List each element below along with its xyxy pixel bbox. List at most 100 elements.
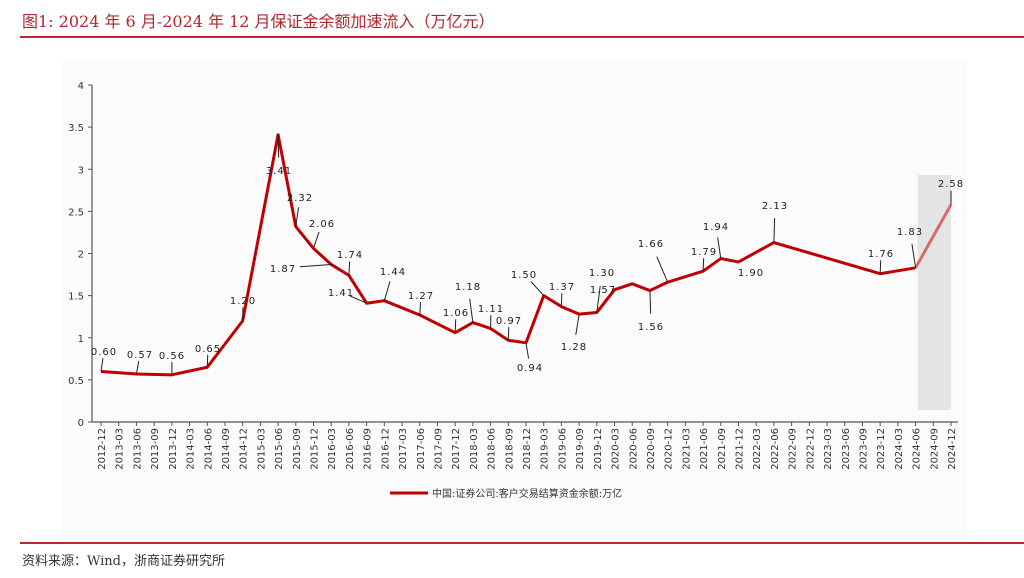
x-tick-label: 2018-06 <box>487 428 498 470</box>
plot-background <box>62 60 967 540</box>
x-tick-label: 2024-12 <box>947 428 958 470</box>
x-tick-label: 2022-03 <box>752 428 763 470</box>
data-label: 2.06 <box>309 219 335 230</box>
data-label: 1.28 <box>561 342 587 353</box>
data-label: 1.66 <box>638 239 664 250</box>
data-label: 1.74 <box>337 250 363 261</box>
x-tick-label: 2015-03 <box>256 428 267 470</box>
x-tick-label: 2023-03 <box>823 428 834 470</box>
x-tick-label: 2016-12 <box>380 428 391 470</box>
data-label: 1.06 <box>443 308 469 319</box>
x-tick-label: 2019-03 <box>540 428 551 470</box>
x-tick-label: 2022-09 <box>788 428 799 470</box>
data-label: 1.37 <box>549 282 575 293</box>
x-tick-label: 2018-12 <box>522 428 533 470</box>
data-label: 2.32 <box>287 193 313 204</box>
leader-line <box>773 218 776 243</box>
data-label: 1.11 <box>478 304 504 315</box>
data-label: 1.57 <box>590 285 616 296</box>
y-tick-label: 2.5 <box>68 207 84 218</box>
data-label: 0.94 <box>517 363 543 374</box>
leader-line <box>419 301 422 316</box>
x-tick-label: 2016-06 <box>345 428 356 470</box>
leader-line <box>575 314 580 335</box>
data-label: 1.76 <box>868 249 894 260</box>
x-tick-label: 2017-09 <box>433 428 444 470</box>
x-tick-label: 2013-06 <box>132 428 143 470</box>
data-label: 1.30 <box>589 268 615 279</box>
x-tick-label: 2021-12 <box>735 428 746 470</box>
y-tick-label: 3 <box>78 165 84 176</box>
leader-line <box>702 258 705 272</box>
data-label: 1.94 <box>703 222 729 233</box>
data-label: 0.65 <box>195 344 221 355</box>
x-tick-label: 2016-09 <box>363 428 374 470</box>
legend-label: 中国:证券公司:客户交易结算资金余额:万亿 <box>432 487 622 500</box>
leader-line <box>100 358 104 372</box>
data-label: 1.27 <box>408 291 434 302</box>
x-tick-label: 2022-06 <box>770 428 781 470</box>
x-tick-label: 2013-03 <box>115 428 126 470</box>
x-tick-label: 2020-06 <box>628 428 639 470</box>
x-tick-label: 2021-09 <box>717 428 728 470</box>
data-label: 1.18 <box>455 282 481 293</box>
x-tick-label: 2021-03 <box>681 428 692 470</box>
x-tick-label: 2019-09 <box>575 428 586 470</box>
x-tick-label: 2018-09 <box>504 428 515 470</box>
x-tick-label: 2014-03 <box>186 428 197 470</box>
x-tick-label: 2014-09 <box>221 428 232 470</box>
title-divider <box>20 36 1024 38</box>
leader-line <box>295 207 300 227</box>
leader-line <box>525 342 530 359</box>
data-label: 1.79 <box>691 247 717 258</box>
footer-divider <box>20 542 1024 544</box>
source-note: 资料来源：Wind，浙商证券研究所 <box>22 554 225 569</box>
data-label: 2.58 <box>938 179 964 190</box>
x-tick-label: 2024-06 <box>912 428 923 470</box>
y-tick-label: 3.5 <box>68 123 84 134</box>
x-tick-label: 2024-03 <box>894 428 905 470</box>
y-tick-label: 4 <box>78 81 84 92</box>
leader-line <box>469 298 474 323</box>
x-tick-label: 2021-06 <box>699 428 710 470</box>
data-label: 1.44 <box>380 267 406 278</box>
y-tick-label: 1 <box>78 334 84 345</box>
x-tick-label: 2012-12 <box>97 428 108 470</box>
leader-line <box>135 360 140 375</box>
leader-line <box>349 295 367 304</box>
leader-line <box>717 237 722 259</box>
data-label: 0.57 <box>127 350 153 361</box>
series-line <box>100 133 916 377</box>
y-tick-label: 0.5 <box>68 376 84 387</box>
x-tick-label: 2015-09 <box>292 428 303 470</box>
x-tick-label: 2017-03 <box>398 428 409 470</box>
data-label: 2.13 <box>762 201 788 212</box>
data-label: 0.60 <box>91 347 117 358</box>
leader-line <box>299 263 332 268</box>
x-tick-label: 2015-12 <box>310 428 321 470</box>
data-label: 1.83 <box>897 227 923 238</box>
x-tick-label: 2014-12 <box>239 428 250 470</box>
series-line-highlighted <box>914 203 953 269</box>
data-label: 1.41 <box>328 288 354 299</box>
x-tick-label: 2024-09 <box>929 428 940 470</box>
leader-line <box>530 281 545 296</box>
highlight-band <box>917 175 951 410</box>
leader-line <box>649 290 652 314</box>
line-chart: 0 0.5 1 1.5 2 2.5 3 3.5 4 2012-12 2013-03 2013-06 20… <box>62 60 967 540</box>
figure-title: 图1: 2024 年 6 月-2024 年 12 月保证金余额加速流入（万亿元） <box>22 12 495 31</box>
x-tick-label: 2017-12 <box>451 428 462 470</box>
leader-line <box>348 261 351 276</box>
data-label: 0.56 <box>159 351 185 362</box>
x-tick-label: 2018-03 <box>469 428 480 470</box>
leader-line <box>313 231 320 249</box>
x-tick-label: 2020-12 <box>664 428 675 470</box>
x-tick-label: 2022-12 <box>805 428 816 470</box>
data-label: 1.50 <box>511 270 537 281</box>
y-tick-label: 0 <box>78 418 84 429</box>
leader-line <box>277 134 280 158</box>
leader-line <box>879 260 882 274</box>
data-label: 1.87 <box>270 264 296 275</box>
leader-line <box>911 243 917 268</box>
x-tick-label: 2020-09 <box>646 428 657 470</box>
